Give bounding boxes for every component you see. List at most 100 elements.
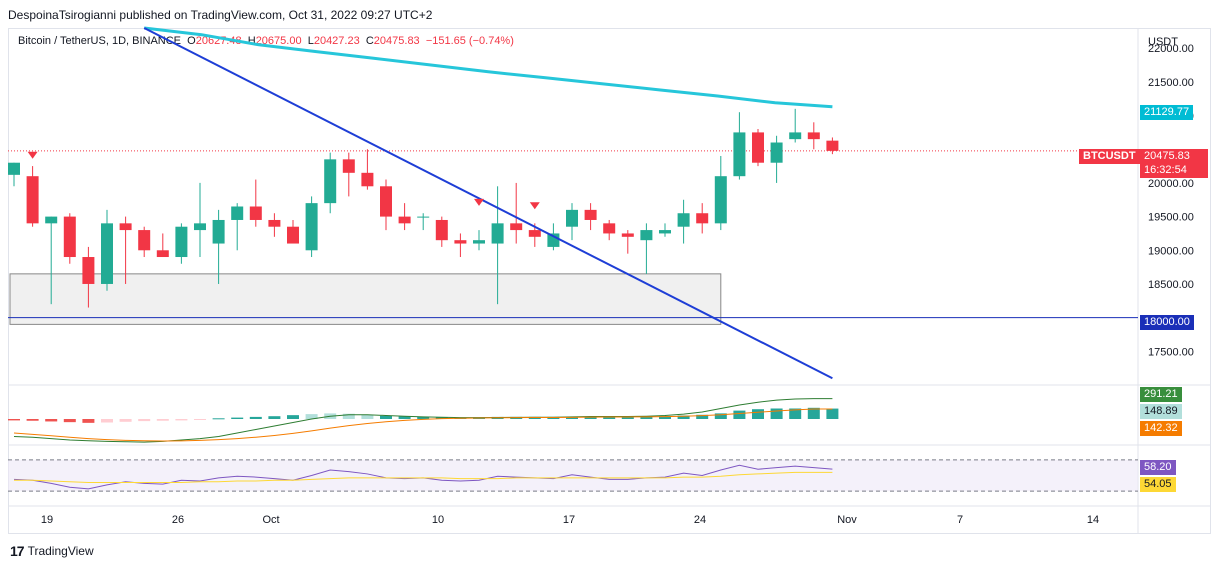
price-axis-tick: 19500.00 <box>1148 212 1194 224</box>
macd-signal-line <box>13 408 833 442</box>
macd-histogram-bar <box>249 416 262 419</box>
symbol-name[interactable]: Bitcoin / TetherUS, 1D, BINANCE <box>18 35 182 47</box>
signal-marker-icon <box>474 198 484 206</box>
histogram-value-label: 148.89 <box>1140 404 1182 419</box>
macd-histogram-bar <box>659 416 671 419</box>
candle-body <box>826 140 839 151</box>
macd-histogram-bar <box>82 419 95 423</box>
candle-body <box>175 226 188 258</box>
chart-frame <box>8 28 1211 534</box>
macd-histogram-bar <box>733 410 746 419</box>
candle-body <box>510 223 523 231</box>
signal-marker-icon <box>529 202 540 210</box>
macd-histogram-bar <box>138 419 151 422</box>
macd-histogram-bar <box>156 419 169 421</box>
hline-value-label: 18000.00 <box>1140 315 1194 330</box>
symbol-tag-label: BTCUSDT <box>1079 149 1140 164</box>
time-axis-tick: 26 <box>172 514 184 526</box>
time-axis-tick: 19 <box>41 514 53 526</box>
ma-value-label: 21129.77 <box>1140 105 1194 120</box>
candle-body <box>603 223 616 234</box>
macd-histogram-bar <box>752 409 764 419</box>
candle-body <box>677 213 690 227</box>
time-axis-tick: 10 <box>432 514 444 526</box>
price-axis-tick: 20000.00 <box>1148 178 1194 190</box>
range-box <box>9 273 722 325</box>
macd-histogram-bar <box>8 419 20 421</box>
price-axis-tick: 19000.00 <box>1148 245 1194 257</box>
candle-body <box>231 206 244 220</box>
candle-body <box>119 223 132 231</box>
publisher-line: DespoinaTsirogianni published on Trading… <box>8 8 433 22</box>
candle-body <box>268 219 281 227</box>
macd-histogram-bar <box>807 407 820 419</box>
candle-body <box>138 230 151 251</box>
candle-body <box>101 223 113 284</box>
macd-histogram-bar <box>677 415 690 419</box>
candle-body <box>528 230 541 237</box>
time-axis-tick: 14 <box>1087 514 1099 526</box>
candle-body <box>342 159 355 173</box>
candle-body <box>714 176 727 224</box>
candle-body <box>45 216 58 224</box>
macd-histogram-bar <box>826 408 839 419</box>
candle-body <box>770 142 783 163</box>
last-price-label: 20475.83 <box>1140 149 1208 164</box>
candle-body <box>659 230 671 234</box>
macd-histogram-bar <box>417 416 430 419</box>
macd-histogram-bar <box>268 416 281 419</box>
macd-histogram-bar <box>584 416 597 419</box>
macd-value-label: 291.21 <box>1140 387 1182 402</box>
low-label: L <box>307 35 314 47</box>
candle-body <box>156 250 169 258</box>
footer-brand-text: TradingView <box>27 544 94 558</box>
candle-body <box>324 159 337 204</box>
time-axis-tick: Nov <box>837 514 857 526</box>
candle-body <box>566 209 578 227</box>
countdown-label: 16:32:54 <box>1140 163 1208 178</box>
rsi-value-label: 58.20 <box>1140 460 1176 475</box>
candle-body <box>621 233 634 237</box>
macd-histogram-bar <box>603 416 616 419</box>
macd-histogram-bar <box>212 418 225 420</box>
candle-body <box>789 132 802 140</box>
candle-body <box>640 230 653 241</box>
tradingview-logo-icon: 17 <box>10 543 25 559</box>
macd-histogram-bar <box>621 416 634 419</box>
high-label: H <box>247 35 256 47</box>
candle-body <box>398 216 411 224</box>
macd-histogram-bar <box>194 419 206 420</box>
macd-line <box>13 398 833 443</box>
macd-histogram-bar <box>789 408 802 419</box>
macd-histogram-bar <box>361 414 374 419</box>
candle-body <box>212 219 225 244</box>
low-value: 20427.23 <box>313 35 360 47</box>
rsi-ma-value-label: 54.05 <box>1140 477 1176 492</box>
candle-body <box>63 216 76 258</box>
candle-body <box>82 257 95 284</box>
macd-histogram-bar <box>714 413 727 419</box>
macd-histogram-bar <box>398 416 411 419</box>
macd-histogram-bar <box>640 416 653 419</box>
time-axis-tick: Oct <box>262 514 279 526</box>
macd-histogram-bar <box>119 419 132 422</box>
candle-body <box>733 132 746 177</box>
trend-line <box>143 27 833 380</box>
price-axis-tick: 18500.00 <box>1148 279 1194 291</box>
candle-body <box>435 219 448 241</box>
candle-body <box>194 223 206 231</box>
macd-histogram-bar <box>287 415 299 419</box>
footer-brand[interactable]: 17 TradingView <box>10 543 94 559</box>
macd-histogram-bar <box>435 417 448 419</box>
price-axis-tick: 17500.00 <box>1148 346 1194 358</box>
candle-body <box>752 132 764 163</box>
macd-histogram-bar <box>26 419 39 421</box>
macd-histogram-bar <box>696 414 709 419</box>
candle-body <box>417 216 430 218</box>
macd-histogram-bar <box>45 419 58 422</box>
candle-body <box>8 162 20 175</box>
price-axis-currency: USDT <box>1148 36 1178 48</box>
macd-histogram-bar <box>770 408 783 419</box>
price-axis-tick: 21500.00 <box>1148 77 1194 89</box>
